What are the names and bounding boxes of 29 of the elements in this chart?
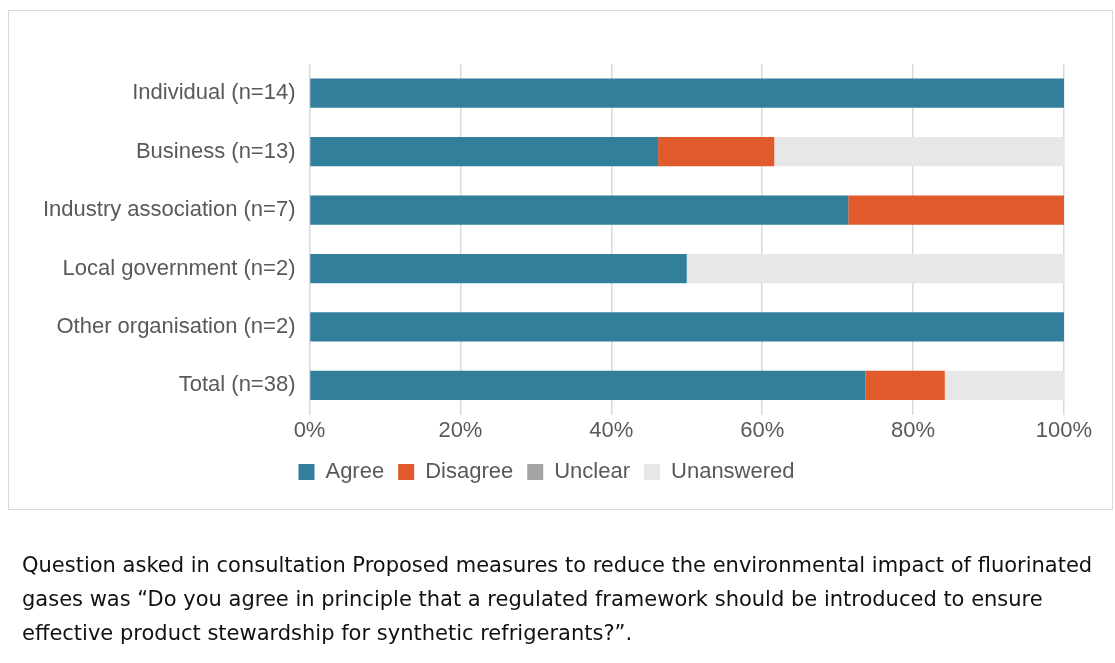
bar: [310, 370, 866, 400]
x-tick-label: 0%: [293, 416, 326, 442]
bar: [310, 253, 687, 284]
y-tick-label: Local government (n=2): [62, 254, 296, 280]
y-tick-label: Individual (n=14): [132, 79, 296, 105]
x-tick-label: 100%: [1035, 416, 1093, 442]
bar: [310, 78, 1064, 108]
x-tick-label: 20%: [438, 416, 483, 442]
legend-label: Unclear: [554, 458, 631, 484]
bar: [658, 137, 775, 167]
bar: [848, 195, 1064, 225]
bar: [310, 137, 659, 167]
y-tick-label: Industry association (n=7): [42, 196, 296, 222]
bar: [944, 370, 1064, 400]
bar: [774, 137, 1064, 167]
bar: [310, 312, 1064, 342]
x-tick-label: 80%: [891, 416, 936, 442]
bar: [310, 195, 849, 225]
x-tick-label: 60%: [740, 416, 785, 442]
legend-label: Disagree: [425, 458, 514, 484]
y-tick-label: Total (n=38): [178, 371, 296, 397]
bar: [865, 370, 945, 400]
y-tick-label: Business (n=13): [135, 137, 296, 163]
legend-label: Unanswered: [671, 458, 795, 484]
legend-label: Agree: [325, 458, 385, 484]
x-tick-label: 40%: [589, 416, 634, 442]
y-tick-label: Other organisation (n=2): [56, 313, 296, 339]
text: Question asked in consultation Proposed measures to reduce the environmental impact of fluorinated gases was “Do you agree in principle that a regulated framework should be introduced to ensure effective product stewardship for synthetic refrigerants?”.: [22, 552, 1094, 647]
bar: [686, 253, 1064, 284]
